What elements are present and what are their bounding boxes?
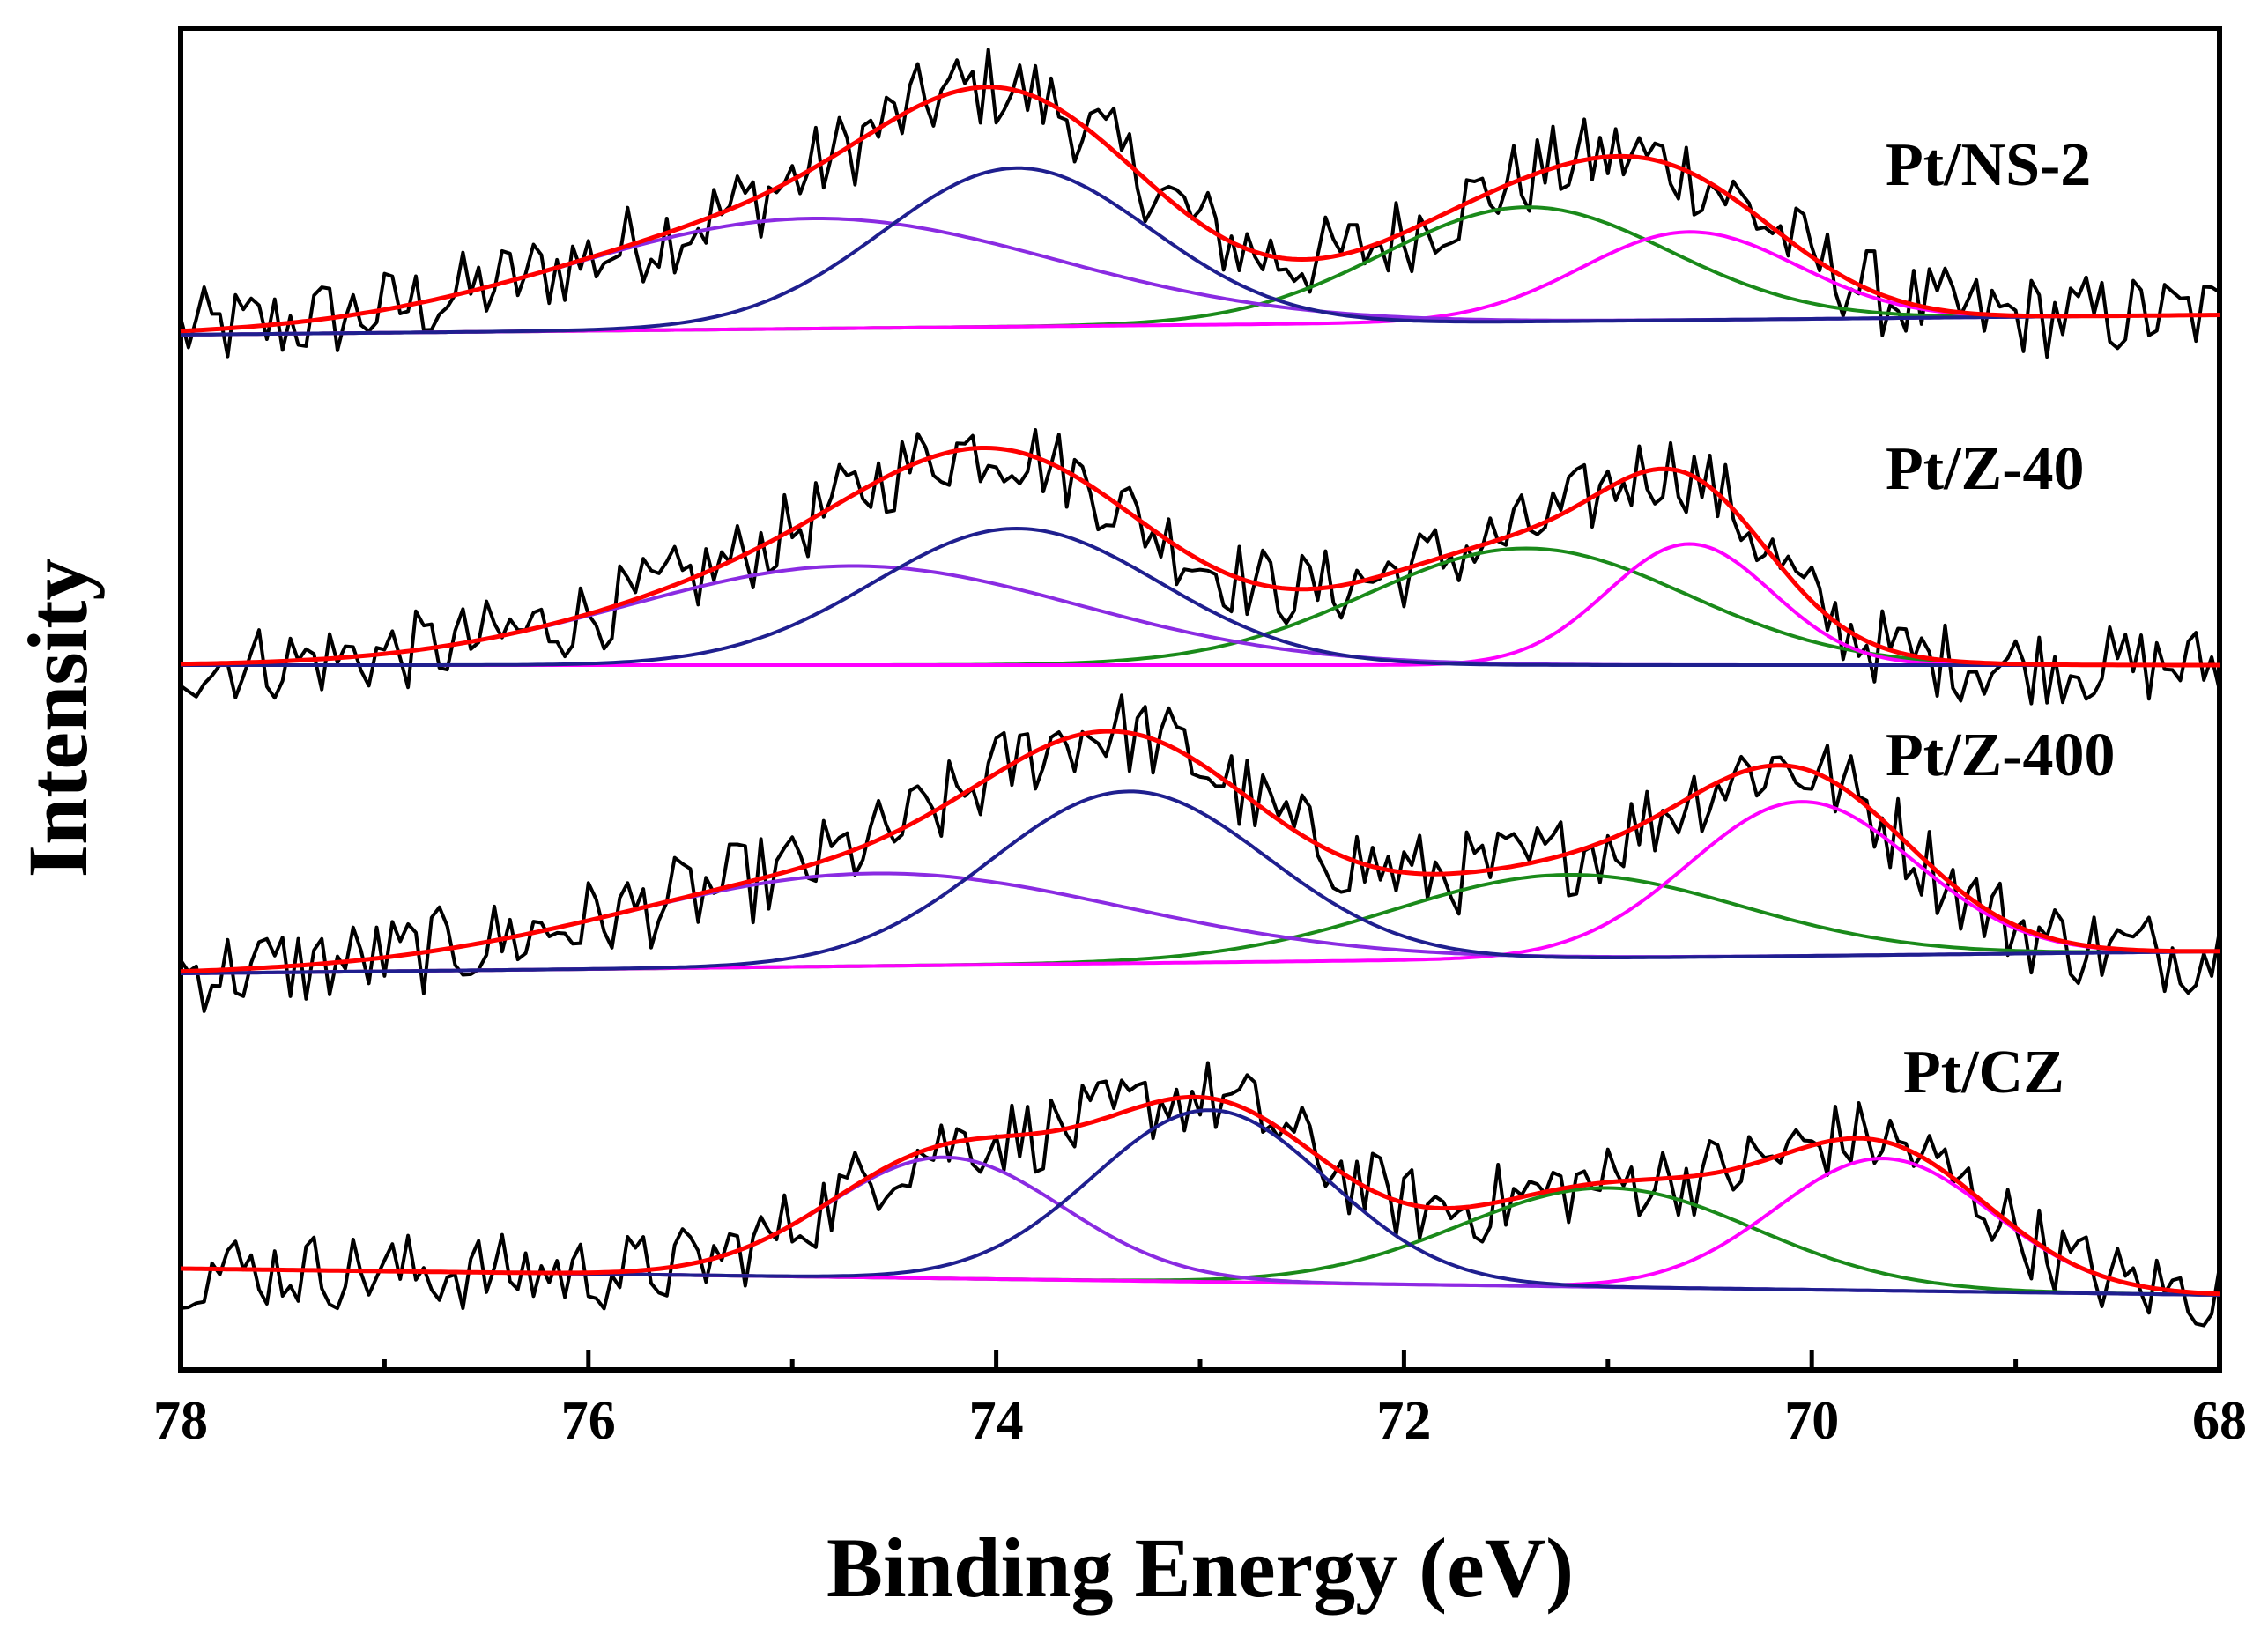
- fit-envelope-line: [180, 729, 2220, 974]
- panel-pt-z-40: Pt/Z-40: [179, 428, 2221, 706]
- x-axis-ticks: [178, 1350, 2222, 1370]
- fit-envelope-line: [180, 446, 2220, 668]
- plot-frame: [178, 26, 2222, 1373]
- panel-pt-ns-2: Pt/NS-2: [179, 48, 2221, 359]
- x-tick-label: 72: [1376, 1391, 1431, 1451]
- raw-spectrum-line: [179, 48, 2221, 359]
- y-axis-title: Intensity: [11, 559, 105, 878]
- x-tick-label: 76: [561, 1391, 616, 1451]
- x-axis-title: Binding Energy (eV): [826, 1521, 1574, 1615]
- spectra-panels: Pt/NS-2 Pt/Z-40 Pt/Z-400 Pt/CZ: [179, 48, 2221, 1328]
- panel-pt-cz: Pt/CZ: [180, 1039, 2221, 1328]
- x-tick-label: 74: [969, 1391, 1024, 1451]
- x-tick-label: 68: [2192, 1391, 2247, 1451]
- sample-label: Pt/Z-40: [1886, 435, 2085, 503]
- fit-component-c1-line: [181, 526, 2220, 667]
- x-axis-tick-labels: 78 76 74 72 70 68: [153, 1391, 2247, 1451]
- x-tick-label: 70: [1784, 1391, 1839, 1451]
- raw-spectrum-line: [180, 1061, 2221, 1328]
- panel-pt-z-400: Pt/Z-400: [179, 693, 2221, 1013]
- sample-label: Pt/Z-400: [1886, 722, 2116, 789]
- fit-component-c1-line: [180, 1108, 2220, 1297]
- fit-component-c3-line: [180, 1186, 2220, 1297]
- x-tick-label: 78: [153, 1391, 208, 1451]
- raw-spectrum-line: [179, 693, 2221, 1013]
- fit-component-c1-line: [180, 166, 2220, 337]
- fit-component-c1-line: [180, 789, 2220, 975]
- sample-label: Pt/CZ: [1903, 1039, 2064, 1106]
- sample-label: Pt/NS-2: [1886, 131, 2091, 199]
- fit-envelope-line: [180, 1094, 2220, 1297]
- fit-envelope-line: [180, 85, 2220, 334]
